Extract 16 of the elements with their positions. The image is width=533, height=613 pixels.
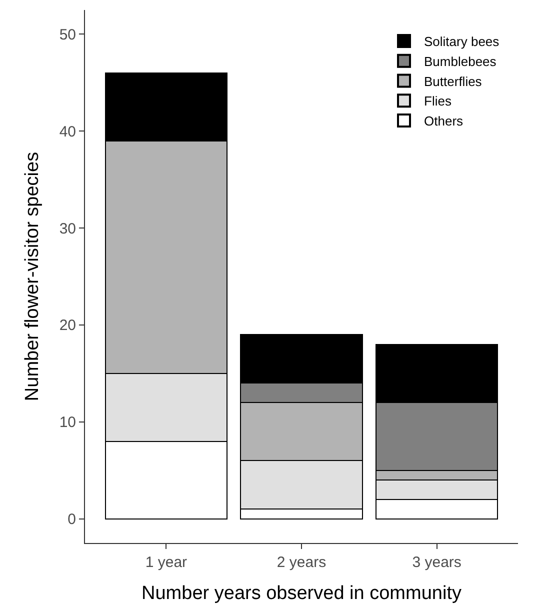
y-tick-label: 10 (59, 414, 76, 432)
x-tick-label: 2 years (276, 554, 326, 571)
legend-label: Bumblebees (424, 54, 497, 69)
x-axis-title: Number years observed in community (142, 582, 462, 604)
y-tick-label: 20 (59, 317, 76, 334)
y-tick-label: 40 (59, 123, 76, 140)
y-tick-label: 30 (59, 220, 76, 238)
x-tick-label: 3 years (412, 554, 462, 571)
y-axis-title: Number flower-visitor species (22, 152, 44, 402)
y-tick-label: 0 (68, 511, 76, 528)
legend-label: Others (424, 114, 464, 129)
legend-label: Flies (424, 94, 452, 109)
x-tick-label: 1 year (145, 554, 188, 571)
legend-label: Butterflies (424, 74, 482, 89)
y-tick-label: 50 (59, 26, 76, 44)
legend-label: Solitary bees (424, 34, 500, 50)
